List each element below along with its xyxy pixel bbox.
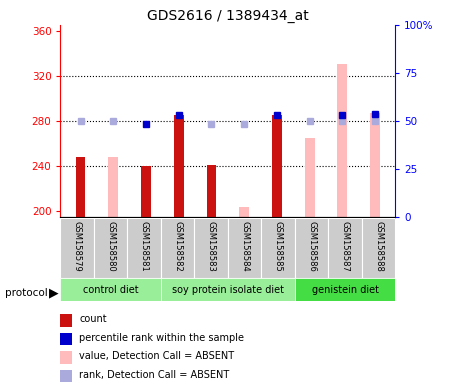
Text: rank, Detection Call = ABSENT: rank, Detection Call = ABSENT (79, 370, 229, 380)
Text: GSM158580: GSM158580 (106, 221, 115, 271)
Text: GSM158584: GSM158584 (240, 221, 249, 271)
Text: GSM158581: GSM158581 (140, 221, 149, 271)
Text: GSM158587: GSM158587 (340, 221, 350, 271)
Bar (76, 157, 86, 217)
Bar (194, 218, 228, 278)
Bar (295, 218, 328, 278)
Text: GSM158579: GSM158579 (73, 221, 82, 271)
Text: GSM158582: GSM158582 (173, 221, 182, 271)
Text: GSM158586: GSM158586 (307, 221, 316, 271)
Text: GSM158585: GSM158585 (273, 221, 283, 271)
Bar (127, 218, 161, 278)
Bar (370, 113, 380, 217)
Bar (161, 278, 295, 301)
Bar (228, 218, 261, 278)
Text: soy protein isolate diet: soy protein isolate diet (172, 285, 284, 295)
Bar (174, 115, 184, 217)
Bar (108, 157, 118, 217)
Bar (338, 65, 347, 217)
Text: GSM158588: GSM158588 (374, 221, 383, 271)
Bar (272, 115, 282, 217)
Bar (261, 218, 295, 278)
Text: value, Detection Call = ABSENT: value, Detection Call = ABSENT (79, 351, 234, 361)
Bar (60, 218, 94, 278)
Text: control diet: control diet (83, 285, 139, 295)
Text: percentile rank within the sample: percentile rank within the sample (79, 333, 244, 343)
Text: genistein diet: genistein diet (312, 285, 379, 295)
Bar (60, 278, 161, 301)
Text: protocol: protocol (5, 288, 47, 298)
Bar (328, 218, 362, 278)
Bar (305, 138, 315, 217)
Text: GSM158583: GSM158583 (206, 221, 216, 271)
Text: ▶: ▶ (49, 286, 58, 299)
Bar (239, 207, 249, 217)
Bar (94, 218, 127, 278)
Title: GDS2616 / 1389434_at: GDS2616 / 1389434_at (147, 8, 309, 23)
Text: count: count (79, 314, 106, 324)
Bar (362, 218, 395, 278)
Bar (161, 218, 194, 278)
Bar (295, 278, 395, 301)
Bar (141, 166, 151, 217)
Bar (206, 165, 216, 217)
